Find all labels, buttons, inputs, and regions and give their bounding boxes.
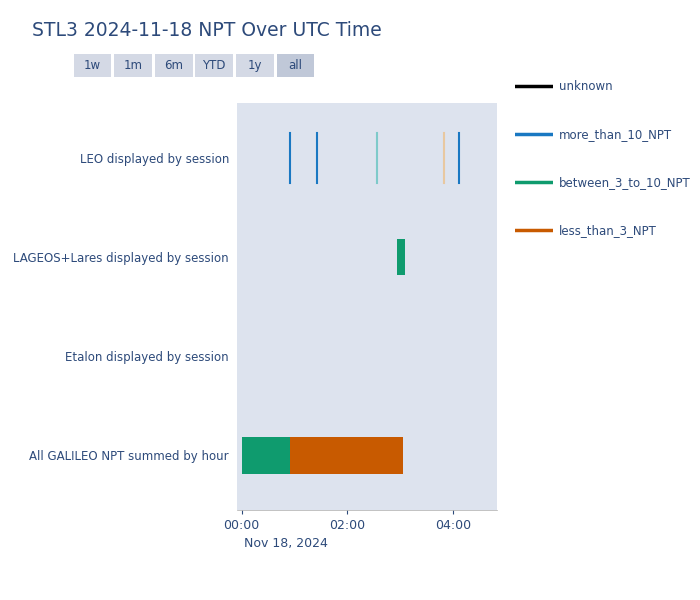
Bar [290, 437, 403, 474]
Bar [241, 437, 290, 474]
Text: YTD: YTD [202, 59, 226, 72]
Text: 6m: 6m [164, 59, 183, 72]
Text: Nov 18, 2024: Nov 18, 2024 [244, 537, 328, 550]
Text: 1w: 1w [84, 59, 101, 72]
Text: more_than_10_NPT: more_than_10_NPT [559, 128, 672, 141]
Bar [397, 239, 405, 275]
Text: STL3 2024-11-18 NPT Over UTC Time: STL3 2024-11-18 NPT Over UTC Time [32, 21, 382, 40]
Text: 1m: 1m [123, 59, 143, 72]
Text: all: all [288, 59, 302, 72]
Text: 1y: 1y [248, 59, 262, 72]
Text: unknown: unknown [559, 80, 612, 93]
Text: less_than_3_NPT: less_than_3_NPT [559, 224, 657, 237]
Text: between_3_to_10_NPT: between_3_to_10_NPT [559, 176, 690, 189]
